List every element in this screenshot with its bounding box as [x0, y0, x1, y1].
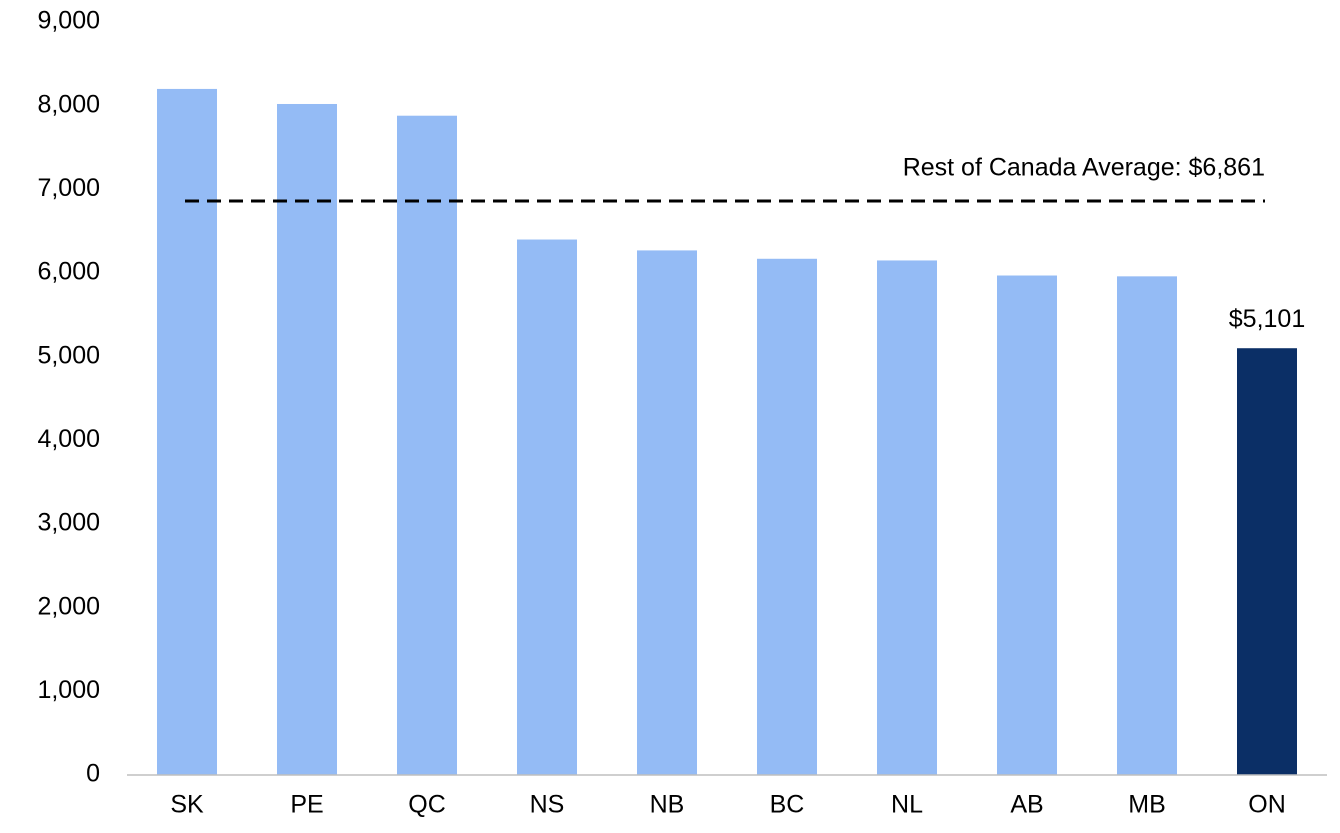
x-tick-label: SK	[170, 791, 204, 819]
x-tick-label: AB	[1010, 791, 1043, 819]
x-tick-label: NL	[891, 791, 923, 819]
x-tick-label: NB	[650, 791, 685, 819]
bar	[997, 275, 1057, 775]
y-tick-label: 6,000	[37, 258, 100, 286]
data-label: $5,101	[1229, 305, 1305, 333]
y-tick-label: 1,000	[37, 676, 100, 704]
y-tick-label: 7,000	[37, 174, 100, 202]
y-tick-label: 2,000	[37, 592, 100, 620]
bar	[397, 115, 457, 775]
y-tick-label: 4,000	[37, 425, 100, 453]
y-tick-label: 8,000	[37, 90, 100, 118]
bar	[517, 239, 577, 776]
x-tick-label: PE	[290, 791, 323, 819]
x-tick-label: NS	[530, 791, 565, 819]
y-tick-label: 0	[86, 760, 100, 788]
bar	[1237, 348, 1297, 775]
bar	[877, 260, 937, 775]
bar	[157, 88, 217, 775]
bar	[1117, 276, 1177, 775]
bar	[757, 258, 817, 775]
annotation: Rest of Canada Average: $6,861	[903, 154, 1265, 182]
y-tick-label: 9,000	[37, 7, 100, 35]
x-tick-label: QC	[408, 791, 446, 819]
x-tick-label: MB	[1128, 791, 1166, 819]
x-tick-label: BC	[770, 791, 805, 819]
x-tick-label: ON	[1248, 791, 1286, 819]
y-tick-label: 3,000	[37, 509, 100, 537]
bar	[277, 103, 337, 775]
bar	[637, 250, 697, 775]
y-tick-label: 5,000	[37, 341, 100, 369]
